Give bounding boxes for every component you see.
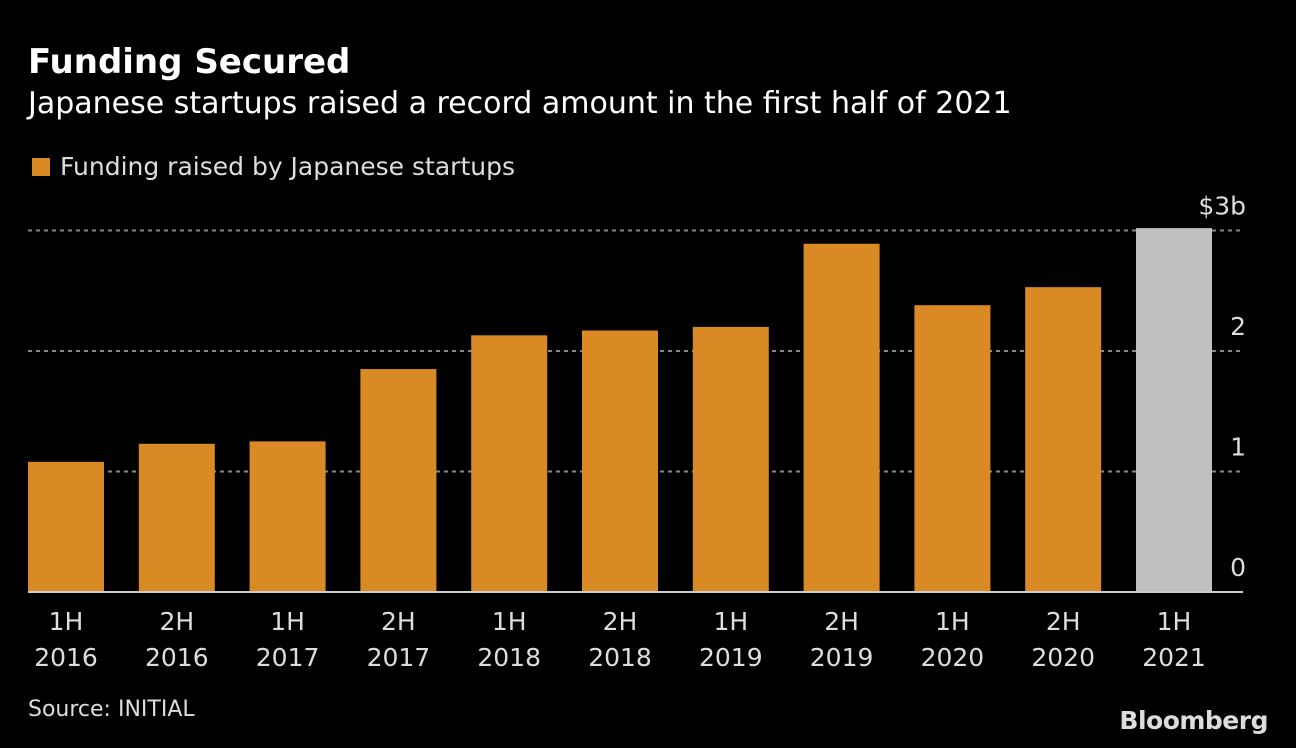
x-tick-label: 2019 <box>810 643 874 672</box>
x-tick-label: 1H <box>1157 607 1192 636</box>
bar <box>249 441 326 592</box>
legend: Funding raised by Japanese startups <box>32 152 515 181</box>
bar <box>138 443 215 592</box>
x-tick-label: 2019 <box>699 643 763 672</box>
x-tick-label: 1H <box>270 607 305 636</box>
bar <box>914 305 991 592</box>
x-tick-label: 2020 <box>1031 643 1095 672</box>
bar <box>360 369 437 592</box>
legend-label: Funding raised by Japanese startups <box>60 152 515 181</box>
x-tick-label: 2H <box>603 607 638 636</box>
x-tick-label: 2016 <box>145 643 209 672</box>
bar <box>582 330 658 592</box>
y-tick-label: $3b <box>1198 192 1246 221</box>
chart-subtitle: Japanese startups raised a record amount… <box>28 86 1012 121</box>
bar <box>471 335 548 592</box>
bar <box>28 461 104 592</box>
x-tick-label: 1H <box>492 607 527 636</box>
x-tick-label: 2021 <box>1142 643 1206 672</box>
x-tick-label: 2H <box>1046 607 1081 636</box>
y-tick-label: 2 <box>1230 312 1246 341</box>
x-tick-label: 2018 <box>477 643 541 672</box>
x-tick-label: 2016 <box>34 643 98 672</box>
x-tick-label: 2H <box>159 607 194 636</box>
y-tick-label: 0 <box>1230 553 1246 582</box>
x-tick-label: 2018 <box>588 643 652 672</box>
bar <box>1025 287 1102 592</box>
bar <box>692 326 769 592</box>
bar <box>1136 228 1212 592</box>
source-note: Source: INITIAL <box>28 697 195 722</box>
bloomberg-logo: Bloomberg <box>1119 706 1268 735</box>
x-tick-label: 2017 <box>367 643 431 672</box>
x-tick-label: 2H <box>381 607 416 636</box>
x-tick-label: 2H <box>824 607 859 636</box>
y-tick-label: 1 <box>1230 433 1246 462</box>
legend-swatch <box>32 157 50 176</box>
x-tick-label: 1H <box>49 607 84 636</box>
x-tick-label: 2017 <box>256 643 320 672</box>
x-tick-label: 1H <box>713 607 748 636</box>
bar <box>803 243 880 592</box>
x-tick-label: 1H <box>935 607 970 636</box>
x-tick-label: 2020 <box>921 643 985 672</box>
chart-title: Funding Secured <box>28 42 351 82</box>
